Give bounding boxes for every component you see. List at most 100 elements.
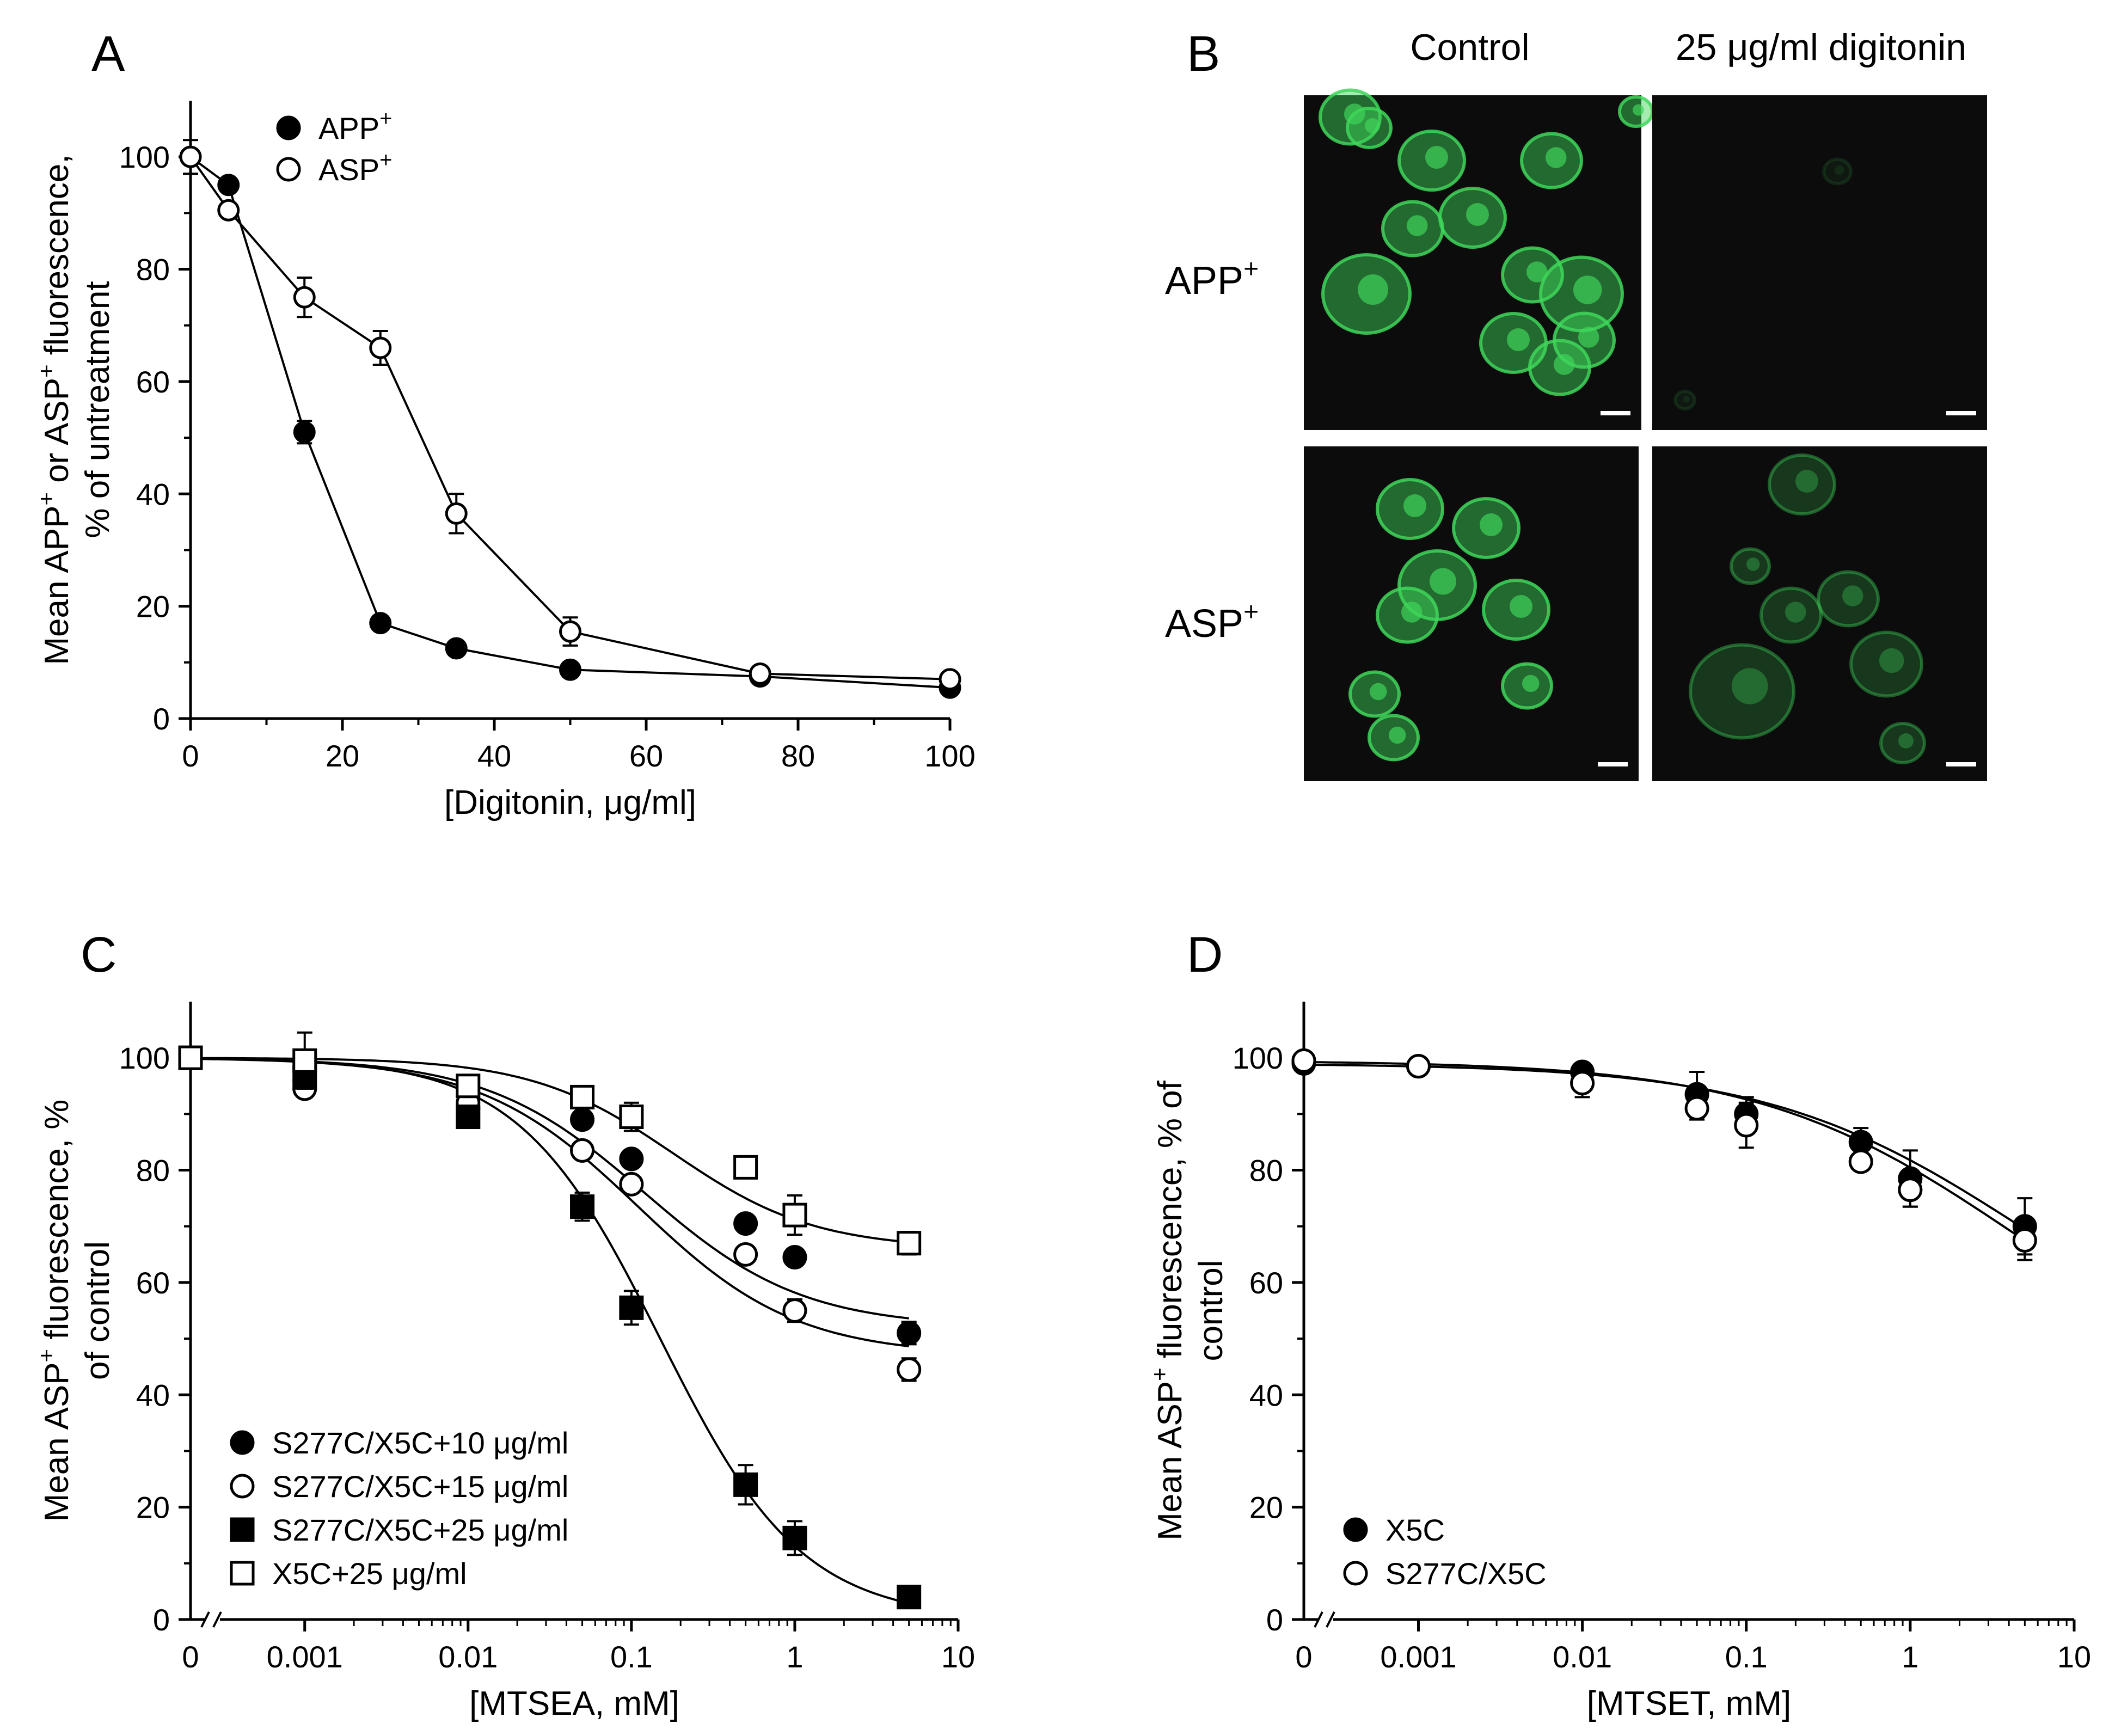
- data-point: [293, 421, 316, 444]
- x-tick-label: 0.1: [1725, 1640, 1768, 1674]
- data-point: [619, 1105, 644, 1130]
- data-point: [1291, 1048, 1316, 1073]
- x-tick-label: 100: [924, 739, 975, 773]
- legend-label: APP+: [318, 107, 392, 145]
- micrograph-background: [1652, 95, 1987, 430]
- cell-nucleus: [1510, 595, 1532, 618]
- cell-nucleus: [1573, 275, 1602, 304]
- cell-nucleus: [1633, 104, 1644, 116]
- cell: [1689, 643, 1795, 740]
- data-point: [230, 1430, 255, 1455]
- series-1: [178, 1045, 922, 1382]
- scale-bar: [1946, 411, 1976, 415]
- cell-nucleus: [1480, 513, 1503, 536]
- x-tick-label: 0.001: [267, 1640, 343, 1674]
- data-point: [445, 502, 468, 525]
- y-axis-title-line2: % of untreatment: [79, 281, 117, 538]
- data-point: [230, 1474, 255, 1499]
- data-point: [1684, 1096, 1709, 1121]
- data-point: [733, 1242, 758, 1267]
- data-point: [217, 199, 240, 222]
- cell-nucleus: [1578, 327, 1599, 348]
- data-point: [559, 620, 581, 643]
- y-tick-label: 20: [1249, 1490, 1283, 1525]
- data-point: [782, 1203, 807, 1228]
- data-point: [1343, 1517, 1368, 1542]
- x-tick-label: 10: [2057, 1640, 2091, 1674]
- cell-nucleus: [1358, 274, 1388, 305]
- data-point: [1343, 1561, 1368, 1586]
- legend-label: S277C/X5C+10 μg/ml: [272, 1426, 568, 1460]
- x-tick-label: 0: [182, 739, 199, 773]
- legend: X5C S277C/X5C: [1343, 1513, 1547, 1591]
- data-point: [939, 668, 961, 691]
- data-point: [1570, 1071, 1595, 1096]
- series-0: [179, 145, 961, 699]
- y-axis-title-line2: of control: [79, 1241, 117, 1380]
- x-axis-title: [MTSET, mM]: [1587, 1685, 1791, 1722]
- y-axis-title: Mean ASP+ fluorescence, % of: [1146, 1080, 1189, 1541]
- axis-break-mark: [1326, 1611, 1335, 1628]
- cell-nucleus: [1526, 261, 1548, 283]
- micrograph-app-control: [1304, 88, 1654, 430]
- data-point: [782, 1525, 807, 1550]
- data-point: [276, 115, 301, 140]
- cell-nucleus: [1795, 470, 1818, 493]
- row-label-app: APP+: [1165, 255, 1259, 303]
- data-point: [733, 1472, 758, 1497]
- fit-curve: [1303, 1063, 2026, 1230]
- data-point: [570, 1194, 595, 1219]
- series-line: [189, 156, 951, 680]
- cell-nucleus: [1546, 147, 1567, 168]
- y-tick-label: 0: [153, 702, 170, 736]
- x-tick-label: 1: [1902, 1640, 1918, 1674]
- data-point: [1734, 1113, 1759, 1138]
- y-tick-label: 20: [136, 1490, 170, 1525]
- x-axis-title: [MTSEA, mM]: [469, 1685, 679, 1722]
- data-point: [570, 1138, 595, 1163]
- y-axis-title-line2: control: [1192, 1260, 1230, 1361]
- cell-nucleus: [1425, 146, 1448, 169]
- cell-nucleus: [1879, 648, 1904, 673]
- x-tick-label: 1: [786, 1640, 803, 1674]
- cell-nucleus: [1842, 585, 1863, 606]
- x-axis-title: [Digitonin, μg/ml]: [444, 784, 696, 821]
- x-zero-label: 0: [1295, 1640, 1312, 1674]
- cell-nucleus: [1898, 733, 1914, 749]
- micrograph-background: [1652, 446, 1987, 781]
- column-header-control: Control: [1410, 27, 1529, 68]
- x-zero-label: 0: [182, 1640, 199, 1674]
- legend: S277C/X5C+10 μg/ml S277C/X5C+15 μg/ml S277…: [230, 1426, 568, 1591]
- data-point: [179, 145, 202, 168]
- legend-label: S277C/X5C: [1385, 1556, 1547, 1591]
- data-point: [897, 1585, 922, 1610]
- x-tick-label: 0.01: [1553, 1640, 1612, 1674]
- y-tick-label: 100: [119, 140, 170, 174]
- cell-nucleus: [1365, 118, 1380, 133]
- series-1: [179, 139, 961, 691]
- data-point: [293, 286, 316, 309]
- y-tick-label: 0: [1266, 1603, 1283, 1637]
- data-point: [782, 1244, 807, 1269]
- data-point: [217, 174, 240, 197]
- y-tick-label: 80: [136, 253, 170, 287]
- data-point: [559, 658, 581, 681]
- legend: APP+ASP+: [276, 107, 392, 187]
- micrograph-panel: Control 25 μg/ml digitonin APP+ ASP+: [1165, 27, 1987, 781]
- y-tick-label: 80: [1249, 1154, 1283, 1188]
- micrograph-app-digitonin: [1652, 95, 1987, 430]
- data-point: [897, 1357, 922, 1382]
- cell-nucleus: [1370, 683, 1387, 701]
- micrograph-asp-control: [1304, 446, 1639, 781]
- cell: [1730, 547, 1771, 585]
- cell: [1768, 453, 1836, 516]
- x-tick-label: 20: [326, 739, 359, 773]
- y-tick-label: 80: [136, 1154, 170, 1188]
- cell: [1879, 722, 1926, 764]
- cell: [1822, 157, 1853, 186]
- cell-nucleus: [1732, 668, 1768, 704]
- panel-letter-c: C: [81, 927, 117, 983]
- x-tick-label: 0.01: [438, 1640, 498, 1674]
- cell-nucleus: [1407, 215, 1428, 236]
